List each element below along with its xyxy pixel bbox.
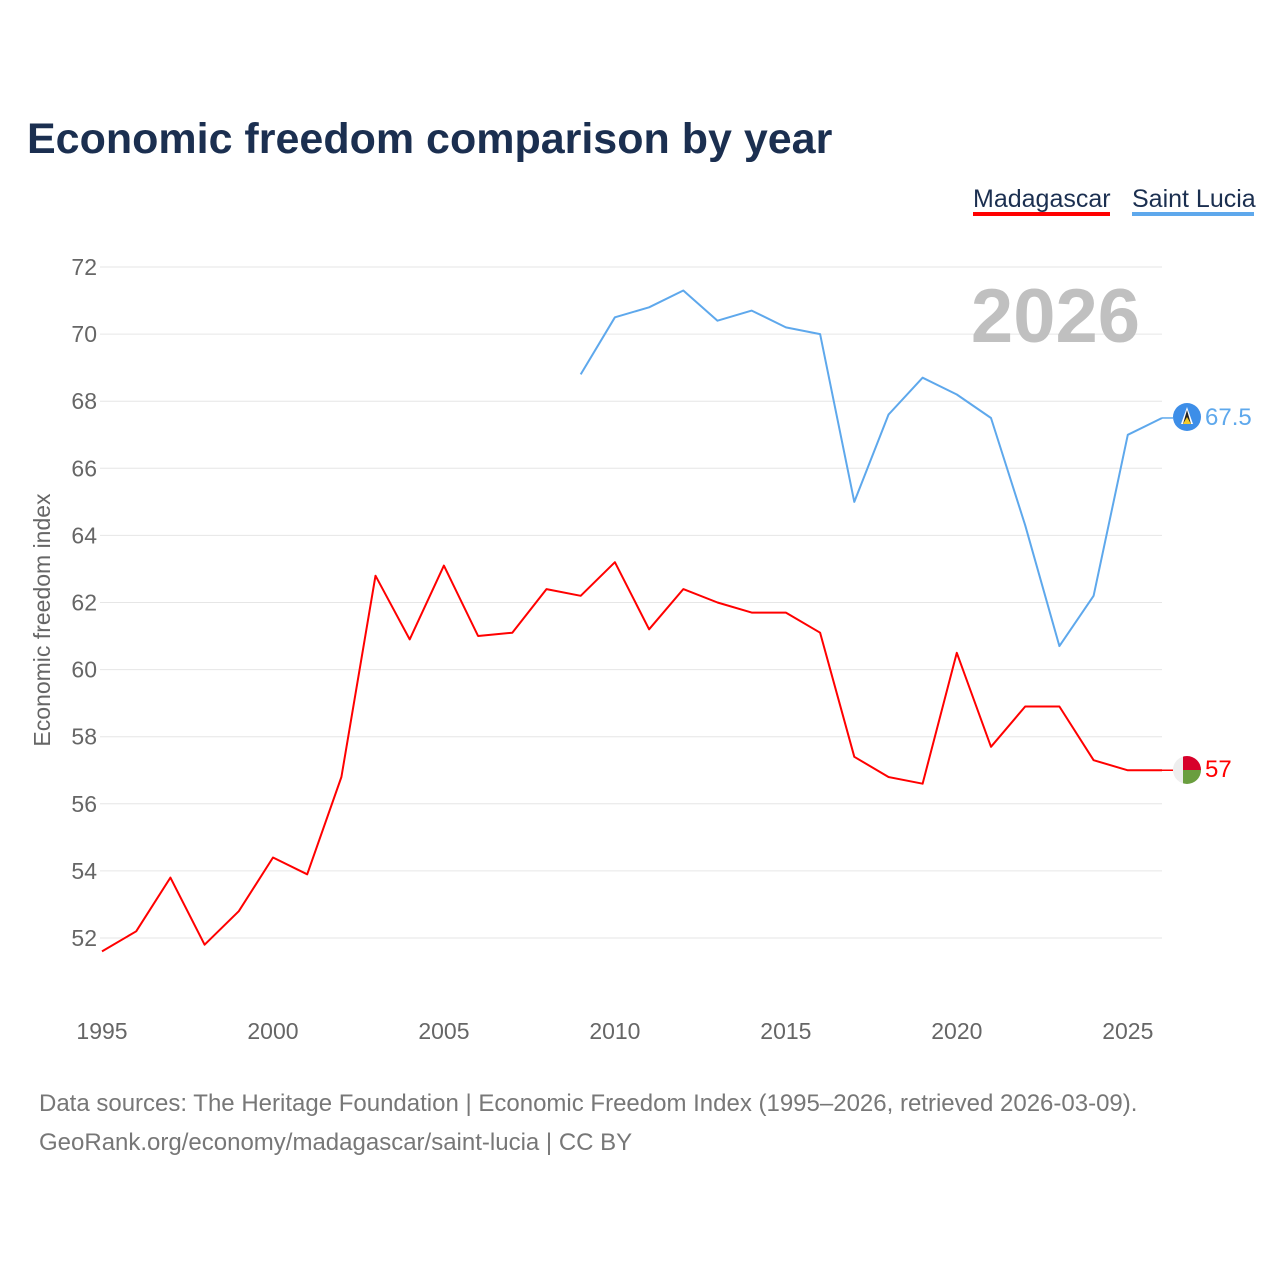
data-point[interactable] — [270, 854, 276, 860]
data-point[interactable] — [988, 415, 994, 421]
data-point[interactable] — [851, 754, 857, 760]
data-point[interactable] — [1022, 522, 1028, 528]
data-point[interactable] — [236, 908, 242, 914]
x-tick-label: 2005 — [418, 1018, 469, 1044]
data-point[interactable] — [646, 626, 652, 632]
data-point[interactable] — [885, 774, 891, 780]
data-point[interactable] — [167, 875, 173, 881]
data-point[interactable] — [954, 650, 960, 656]
data-point[interactable] — [475, 633, 481, 639]
data-point[interactable] — [817, 630, 823, 636]
x-tick-label: 1995 — [76, 1018, 127, 1044]
y-tick-label: 56 — [71, 791, 97, 817]
data-point[interactable] — [1159, 767, 1165, 773]
data-point[interactable] — [680, 287, 686, 293]
y-tick-label: 60 — [71, 657, 97, 683]
data-point[interactable] — [885, 412, 891, 418]
data-point[interactable] — [749, 610, 755, 616]
data-point[interactable] — [988, 744, 994, 750]
footer-sources: Data sources: The Heritage Foundation | … — [39, 1090, 1137, 1117]
data-point[interactable] — [851, 499, 857, 505]
data-point[interactable] — [920, 375, 926, 381]
y-tick-label: 64 — [71, 522, 97, 548]
chart-title: Economic freedom comparison by year — [27, 115, 833, 163]
legend: Madagascar Saint Lucia — [973, 185, 1256, 216]
y-tick-label: 66 — [71, 455, 97, 481]
data-point[interactable] — [783, 324, 789, 330]
data-point[interactable] — [304, 871, 310, 877]
legend-saint-lucia[interactable]: Saint Lucia — [1132, 185, 1256, 213]
data-point[interactable] — [578, 593, 584, 599]
data-point[interactable] — [578, 371, 584, 377]
year-watermark: 2026 — [971, 274, 1140, 359]
data-point[interactable] — [954, 391, 960, 397]
legend-madagascar-swatch — [973, 212, 1110, 216]
data-point[interactable] — [202, 942, 208, 948]
y-tick-label: 72 — [71, 254, 97, 280]
data-point[interactable] — [1125, 767, 1131, 773]
series-lines — [99, 287, 1173, 954]
x-tick-label: 2015 — [760, 1018, 811, 1044]
data-point[interactable] — [407, 636, 413, 642]
data-point[interactable] — [1125, 432, 1131, 438]
y-axis-ticks: 52 54 56 58 60 62 64 66 68 70 72 — [71, 254, 97, 951]
x-axis-ticks: 1995 2000 2005 2010 2015 2020 2025 — [76, 1018, 1153, 1044]
data-point[interactable] — [783, 610, 789, 616]
legend-saint-lucia-swatch — [1132, 212, 1254, 216]
y-axis-title: Economic freedom index — [29, 493, 55, 747]
gridlines — [100, 266, 1162, 939]
x-tick-label: 2000 — [247, 1018, 298, 1044]
saint-lucia-end-label: 67.5 — [1205, 404, 1252, 431]
x-tick-label: 2020 — [931, 1018, 982, 1044]
series-line-madagascar — [101, 561, 1162, 953]
data-point[interactable] — [817, 331, 823, 337]
data-point[interactable] — [646, 304, 652, 310]
data-point[interactable] — [1091, 593, 1097, 599]
data-point[interactable] — [1056, 704, 1062, 710]
madagascar-flag-icon — [1173, 756, 1201, 784]
y-tick-label: 54 — [71, 858, 97, 884]
data-point[interactable] — [680, 586, 686, 592]
x-tick-label: 2010 — [589, 1018, 640, 1044]
footer-credit[interactable]: GeoRank.org/economy/madagascar/saint-luc… — [39, 1129, 632, 1156]
data-point[interactable] — [1159, 415, 1165, 421]
data-point[interactable] — [99, 948, 105, 954]
data-point[interactable] — [1091, 757, 1097, 763]
data-point[interactable] — [373, 573, 379, 579]
y-tick-label: 70 — [71, 321, 97, 347]
y-tick-label: 62 — [71, 590, 97, 616]
data-point[interactable] — [714, 600, 720, 606]
saint-lucia-flag-icon — [1173, 403, 1201, 431]
data-point[interactable] — [612, 314, 618, 320]
y-tick-label: 68 — [71, 388, 97, 414]
madagascar-end-label: 57 — [1205, 756, 1232, 783]
data-point[interactable] — [338, 774, 344, 780]
data-point[interactable] — [1022, 704, 1028, 710]
data-point[interactable] — [544, 586, 550, 592]
data-point[interactable] — [441, 563, 447, 569]
data-point[interactable] — [509, 630, 515, 636]
y-tick-label: 52 — [71, 925, 97, 951]
series-line-saint-lucia — [579, 289, 1163, 648]
data-point[interactable] — [714, 318, 720, 324]
x-tick-label: 2025 — [1102, 1018, 1153, 1044]
data-point[interactable] — [749, 308, 755, 314]
data-point[interactable] — [1056, 643, 1062, 649]
end-markers: 67.5 57 — [1173, 403, 1252, 784]
data-point[interactable] — [612, 559, 618, 565]
data-point[interactable] — [920, 781, 926, 787]
data-point[interactable] — [133, 928, 139, 934]
y-tick-label: 58 — [71, 724, 97, 750]
legend-madagascar[interactable]: Madagascar — [973, 185, 1111, 213]
